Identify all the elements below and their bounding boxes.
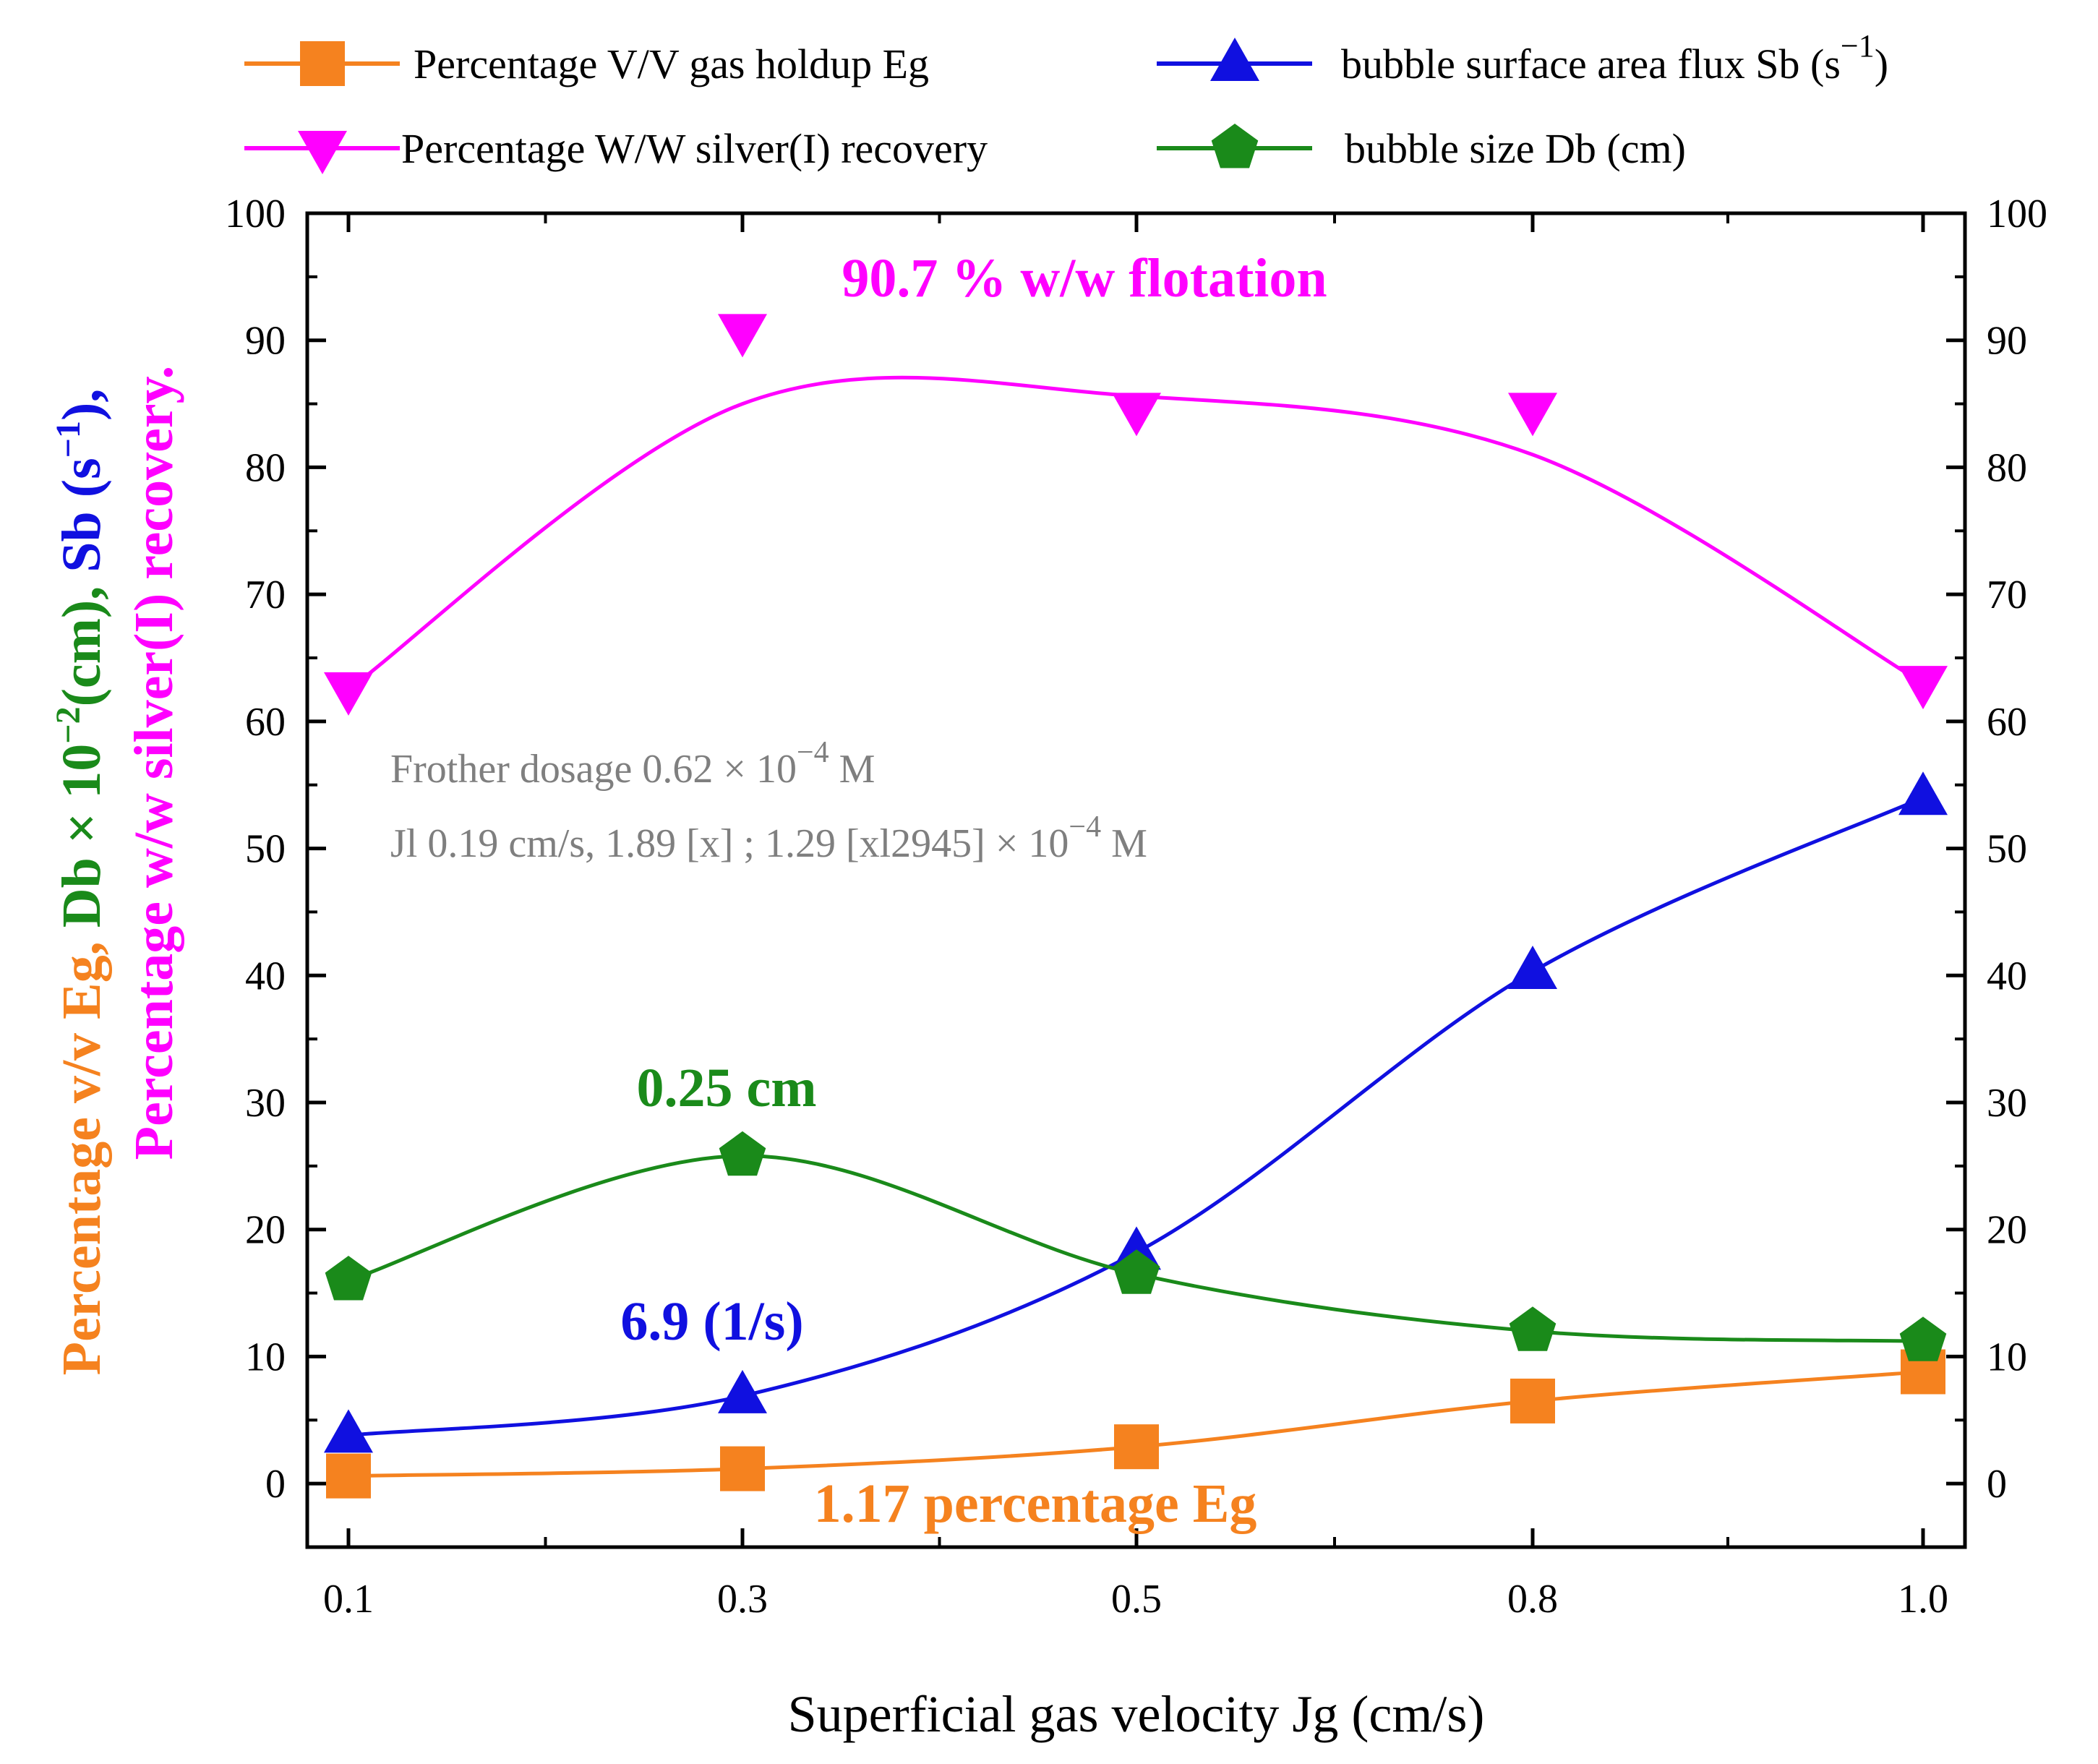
series-triangle-down <box>324 314 1948 716</box>
plot-area <box>324 314 1948 1499</box>
y-tick-label-left: 0 <box>265 1462 286 1507</box>
legend-marker <box>1211 124 1259 168</box>
data-point <box>718 314 767 358</box>
data-point <box>1508 946 1557 990</box>
y-tick-label-right: 10 <box>1987 1335 2027 1379</box>
legend-label-text: Percentage W/W silver(I) recovery <box>401 125 988 172</box>
y-tick-label-left: 70 <box>245 573 286 617</box>
annotation-recovery: 90.7 % w/w flotation <box>842 248 1327 309</box>
legend-marker <box>1210 38 1259 81</box>
legend-label-text: Percentage V/V gas holdup Eg <box>414 40 929 87</box>
y-tick-label-left: 60 <box>245 700 286 745</box>
y-tick-label-left: 100 <box>225 192 286 236</box>
annotation-dosage-2-tail: M <box>1101 821 1147 866</box>
legend-item: Percentage V/V gas holdup Eg <box>244 40 929 87</box>
legend-label: bubble surface area flux Sb (s−1) <box>1341 28 1888 87</box>
data-point <box>1898 666 1948 710</box>
y-tick-label-right: 30 <box>1987 1081 2027 1126</box>
y-axis-label-part: ), <box>51 389 112 421</box>
series-square <box>326 1349 1945 1499</box>
annotation-dosage-1-tail: M <box>829 747 875 792</box>
legend-label-tail: ) <box>1875 40 1888 87</box>
y-tick-label-left: 50 <box>245 827 286 872</box>
y-axis-label-part: −1 <box>49 421 87 458</box>
legend-marker <box>300 41 345 86</box>
annotation-dosage-1-sup: −4 <box>797 736 829 769</box>
y-tick-label-left: 80 <box>245 445 286 490</box>
y-tick-label-right: 20 <box>1987 1208 2027 1253</box>
legend-label: Percentage W/W silver(I) recovery <box>401 125 988 172</box>
x-tick-label: 0.3 <box>717 1577 768 1622</box>
data-point <box>1899 1316 1947 1361</box>
x-axis-label: Superficial gas velocity Jg (cm/s) <box>788 1685 1485 1743</box>
y-tick-label-right: 60 <box>1987 700 2027 745</box>
y-tick-label-right: 0 <box>1987 1462 2007 1507</box>
legend-label-sup: −1 <box>1841 28 1875 64</box>
y-axis-label-part: Sb (s <box>51 458 112 572</box>
legend: Percentage V/V gas holdup Eg bubble surfa… <box>244 28 1888 174</box>
annotation-flux: 6.9 (1/s) <box>620 1291 803 1352</box>
y-tick-label-left: 10 <box>245 1335 286 1379</box>
y-axis-label: Percentage v/v Eg, Db × 10−2(cm), Sb (s−… <box>49 389 112 1376</box>
y-axis-label-part: Db × 10 <box>51 744 112 928</box>
x-tick-label: 0.5 <box>1111 1577 1162 1622</box>
y-axis-label-part: −2 <box>49 706 87 743</box>
annotation-dosage-1-text: Frother dosage 0.62 × 10 <box>390 747 797 792</box>
y-tick-label-right: 70 <box>1987 573 2027 617</box>
y-tick-label-right: 100 <box>1987 192 2047 236</box>
data-point <box>1508 393 1557 437</box>
y-tick-label-left: 90 <box>245 319 286 364</box>
data-point <box>1898 771 1948 815</box>
legend-marker <box>298 131 347 174</box>
data-point <box>719 1131 766 1176</box>
annotation-dosage-2-sup: −4 <box>1069 810 1101 844</box>
legend-label: bubble size Db (cm) <box>1345 125 1686 172</box>
x-tick-label: 0.8 <box>1507 1577 1558 1622</box>
annotation-dosage-2-text: Jl 0.19 cm/s, 1.89 [x] ; 1.29 [xl2945] ×… <box>390 821 1069 866</box>
data-point <box>718 1369 767 1413</box>
data-point <box>325 1256 372 1301</box>
annotation-holdup: 1.17 percentage Eg <box>814 1473 1257 1534</box>
data-point <box>326 1453 371 1499</box>
annotation-bubble-size: 0.25 cm <box>636 1058 816 1118</box>
series-pentagon <box>325 1131 1947 1361</box>
y-tick-label-left: 30 <box>245 1081 286 1126</box>
legend-item: bubble size Db (cm) <box>1157 124 1686 172</box>
data-point <box>1114 1424 1159 1470</box>
y-tick-label-right: 40 <box>1987 954 2027 998</box>
y-axis-label-part: (cm), <box>51 573 112 707</box>
legend-item: bubble surface area flux Sb (s−1) <box>1157 28 1888 87</box>
y-tick-label-right: 90 <box>1987 319 2027 364</box>
y-tick-label-right: 50 <box>1987 827 2027 872</box>
y-axis-label-secondary: Percentage w/w silver(I) recovery. <box>124 366 184 1160</box>
data-point <box>1112 393 1161 437</box>
data-point <box>1113 1249 1160 1294</box>
x-tick-label: 0.1 <box>323 1577 374 1622</box>
axes: 0 0 10 10 20 20 30 30 40 40 50 50 60 60 70 70 80 80 90 90 10… <box>49 192 2047 1743</box>
y-tick-label-left: 40 <box>245 954 286 998</box>
y-axis-label-part: Percentage v/v Eg, <box>51 928 112 1375</box>
x-tick-label: 1.0 <box>1898 1577 1948 1622</box>
data-point <box>720 1446 765 1491</box>
data-point <box>324 1409 373 1453</box>
annotation-dosage-2: Jl 0.19 cm/s, 1.89 [x] ; 1.29 [xl2945] ×… <box>390 810 1147 866</box>
legend-label-text: bubble size Db (cm) <box>1345 125 1686 172</box>
y-tick-label-right: 80 <box>1987 445 2027 490</box>
legend-item: Percentage W/W silver(I) recovery <box>244 125 988 174</box>
data-point <box>1509 1306 1557 1351</box>
annotation-dosage-1: Frother dosage 0.62 × 10−4 M <box>390 736 875 792</box>
data-point <box>324 672 373 716</box>
legend-label: Percentage V/V gas holdup Eg <box>414 40 929 87</box>
annotations: 90.7 % w/w flotation 0.25 cm 6.9 (1/s) 1.17… <box>390 248 1327 1534</box>
data-point <box>1510 1378 1555 1423</box>
y-tick-label-left: 20 <box>245 1208 286 1253</box>
legend-label-text: bubble surface area flux Sb (s <box>1341 40 1841 87</box>
